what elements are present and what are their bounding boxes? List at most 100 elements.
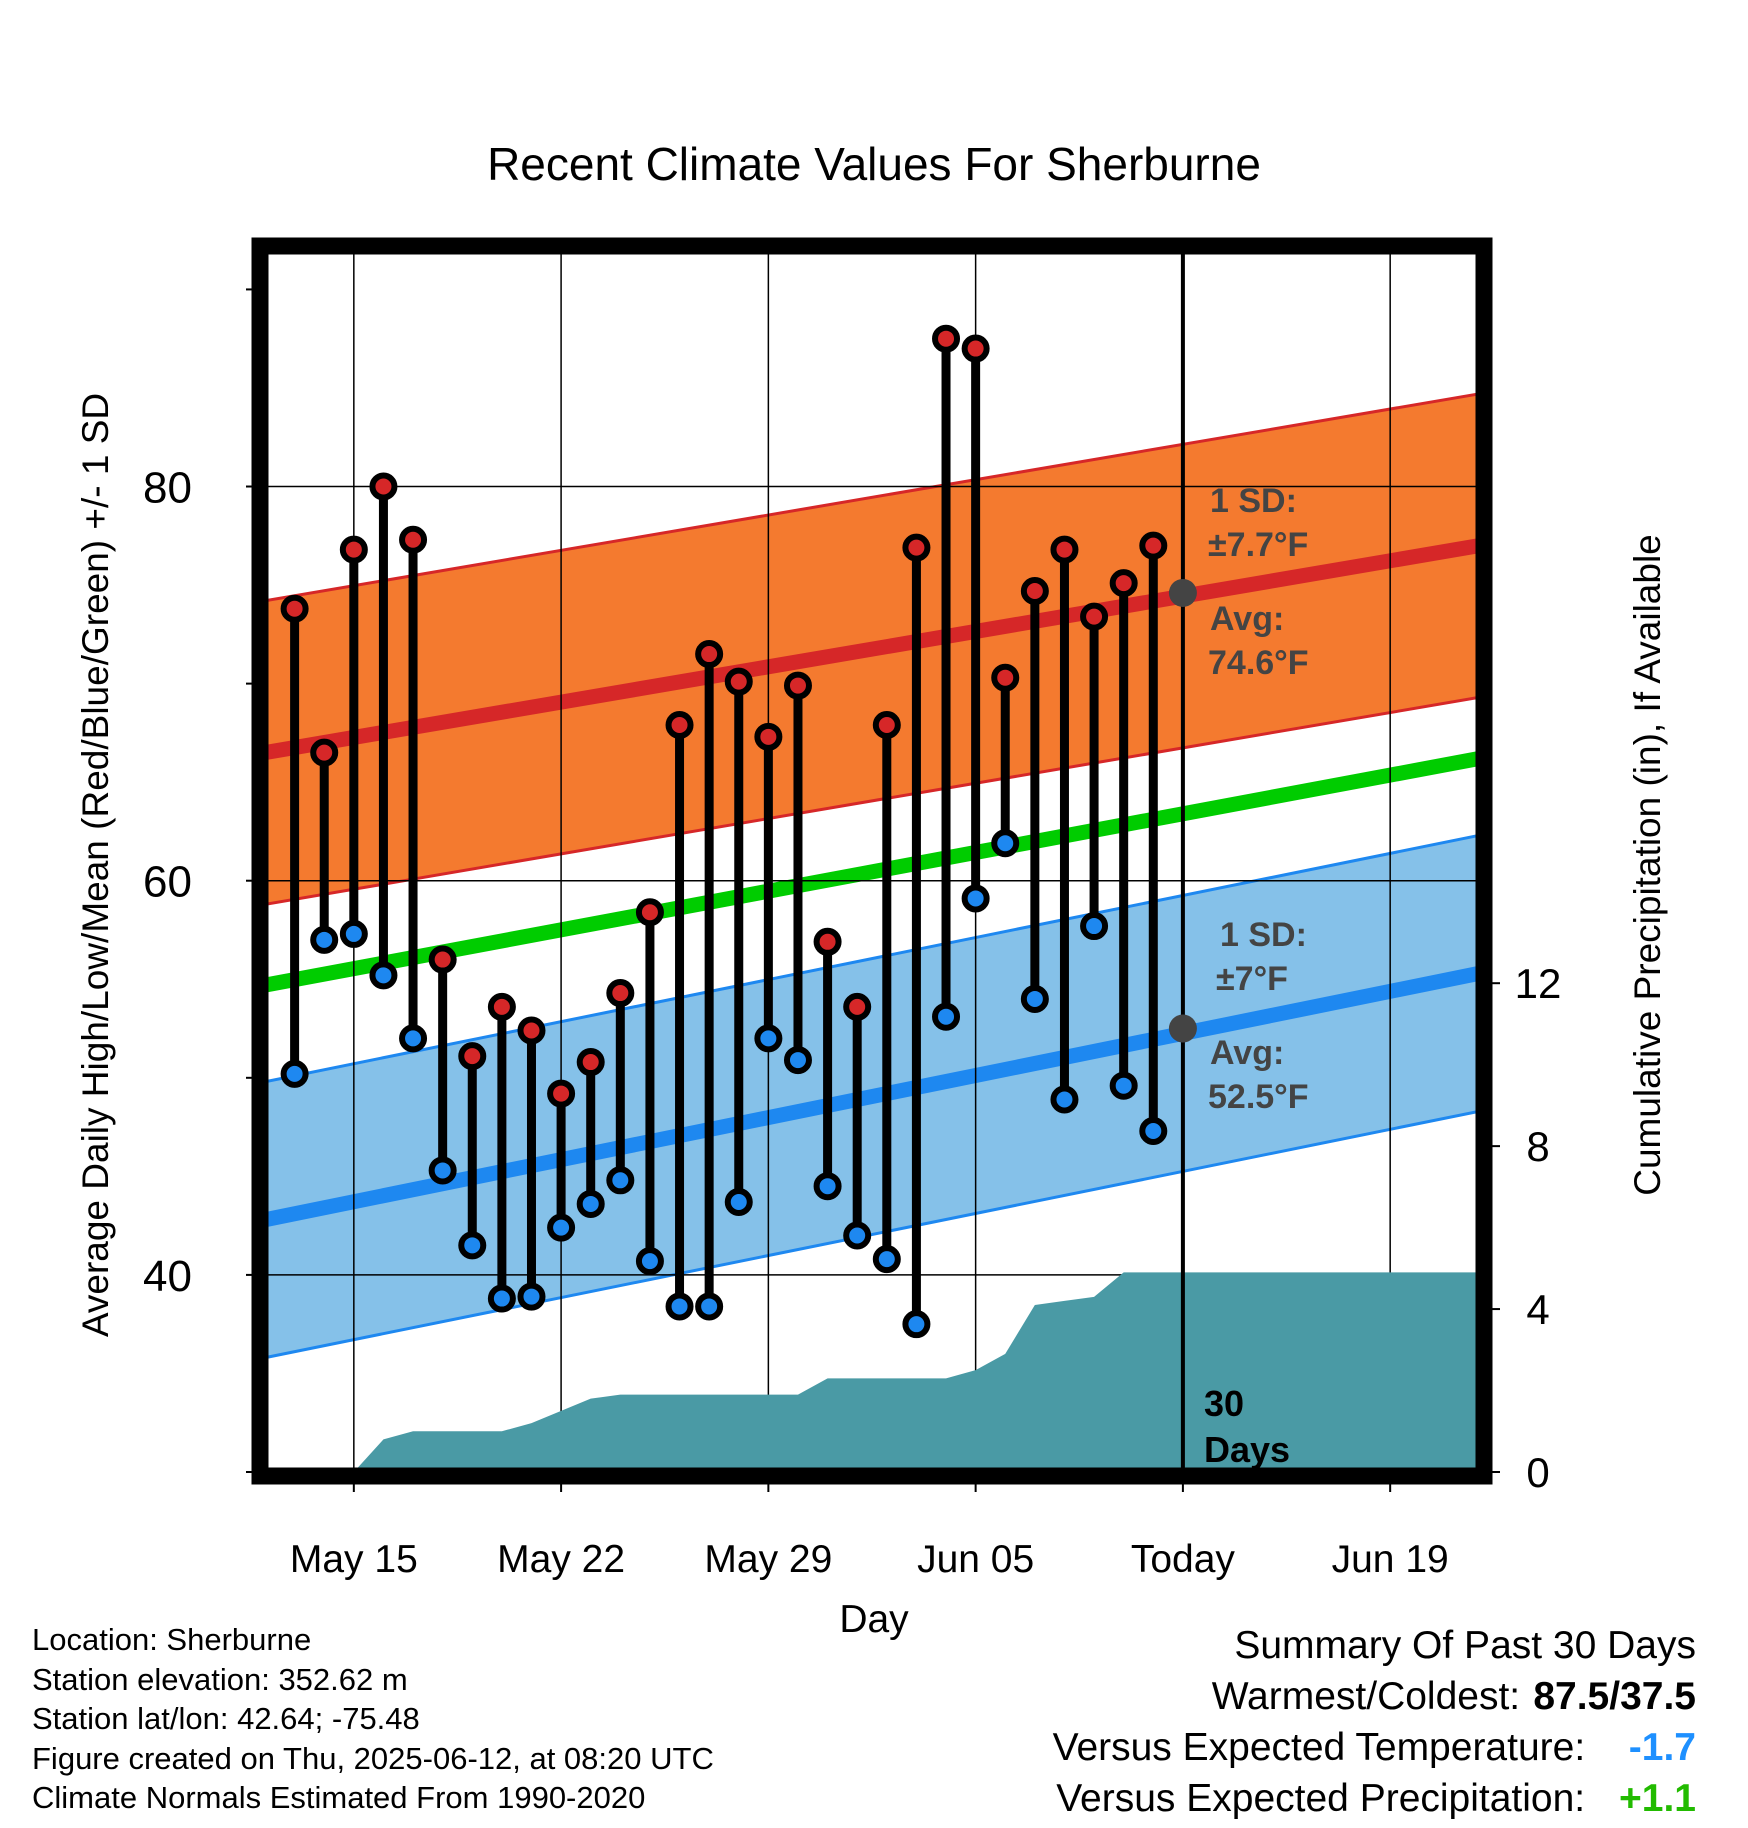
- high-avg-marker: [1168, 578, 1197, 607]
- low-avg-label: Avg:: [1210, 1034, 1284, 1072]
- low-marker: [754, 1024, 783, 1053]
- y-axis-right-label: Cumulative Precipitation (in), If Availa…: [1627, 534, 1668, 1196]
- elevation-text: Station elevation: 352.62 m: [32, 1661, 408, 1697]
- low-marker: [606, 1166, 635, 1195]
- low-marker: [458, 1231, 487, 1260]
- high-marker: [843, 992, 872, 1021]
- today-days-count: 30: [1204, 1383, 1244, 1424]
- y-right-tick-label: 12: [1515, 960, 1562, 1007]
- warmest-label: Warmest/Coldest:: [1211, 1675, 1521, 1718]
- warmest-value: 87.5/37.5: [1533, 1675, 1696, 1718]
- high-sd-value: ±7.7°F: [1208, 526, 1308, 564]
- x-tick-label: May 22: [497, 1538, 625, 1581]
- low-normal-line: [265, 965, 1479, 1228]
- low-marker: [517, 1282, 546, 1311]
- high-marker: [428, 945, 457, 974]
- high-marker: [280, 594, 309, 623]
- low-marker: [547, 1213, 576, 1242]
- low-marker: [487, 1284, 516, 1313]
- high-marker: [310, 738, 339, 767]
- summary-title: Summary Of Past 30 Days: [1234, 1624, 1696, 1667]
- today-days-label: Days: [1204, 1429, 1290, 1470]
- y-left-tick-label: 60: [143, 858, 192, 907]
- low-avg-marker: [1168, 1014, 1197, 1043]
- high-marker: [1020, 576, 1049, 605]
- high-marker: [991, 663, 1020, 692]
- high-sd-label: 1 SD:: [1210, 482, 1297, 520]
- low-marker: [843, 1221, 872, 1250]
- x-axis-label: Day: [839, 1598, 909, 1641]
- high-marker: [754, 722, 783, 751]
- high-marker: [902, 533, 931, 562]
- station-info: Location: Sherburne Station elevation: 3…: [32, 1620, 714, 1818]
- x-tick-label: Today: [1131, 1538, 1236, 1581]
- y-axis-left-label: Average Daily High/Low/Mean (Red/Blue/Gr…: [75, 393, 116, 1337]
- location-text: Location: Sherburne: [32, 1622, 312, 1657]
- high-marker: [339, 535, 368, 564]
- precip-value: +1.1: [1619, 1777, 1696, 1820]
- low-marker: [1139, 1117, 1168, 1146]
- high-marker: [813, 927, 842, 956]
- summary-precip-row: Versus Expected Precipitation: +1.1: [1053, 1773, 1696, 1824]
- x-tick-label: May 29: [704, 1538, 832, 1581]
- low-marker: [932, 1002, 961, 1031]
- summary-warmest-row: Warmest/Coldest: 87.5/37.5: [1053, 1671, 1696, 1722]
- high-marker: [547, 1079, 576, 1108]
- high-marker: [932, 324, 961, 353]
- low-marker: [991, 829, 1020, 858]
- high-marker: [783, 671, 812, 700]
- high-marker: [872, 711, 901, 740]
- high-marker: [517, 1016, 546, 1045]
- temp-value: -1.7: [1628, 1726, 1696, 1769]
- summary-panel: Summary Of Past 30 Days Warmest/Coldest:…: [1053, 1620, 1696, 1824]
- low-marker: [576, 1189, 605, 1218]
- low-sd-value: ±7°F: [1216, 960, 1288, 998]
- x-tick-label: Jun 05: [917, 1538, 1034, 1581]
- low-marker: [399, 1024, 428, 1053]
- high-avg-value: 74.6°F: [1208, 644, 1309, 682]
- plot-frame: [251, 237, 1493, 1485]
- y-right-tick-label: 8: [1526, 1123, 1549, 1170]
- plot-area: [265, 250, 1479, 1472]
- latlon-text: Station lat/lon: 42.64; -75.48: [32, 1701, 420, 1736]
- low-marker: [280, 1059, 309, 1088]
- high-marker: [458, 1042, 487, 1071]
- mean-normal-line: [265, 751, 1479, 993]
- y-right-tick-label: 4: [1526, 1286, 1549, 1333]
- high-avg-label: Avg:: [1210, 600, 1284, 638]
- y-left-tick-label: 40: [143, 1252, 192, 1301]
- high-marker: [1080, 602, 1109, 631]
- precip-label: Versus Expected Precipitation:: [1056, 1777, 1586, 1820]
- low-marker: [1050, 1085, 1079, 1114]
- high-marker: [1109, 569, 1138, 598]
- summary-temp-row: Versus Expected Temperature: -1.7: [1053, 1722, 1696, 1773]
- x-tick-label: May 15: [290, 1538, 418, 1581]
- high-marker: [1139, 531, 1168, 560]
- low-marker: [695, 1292, 724, 1321]
- created-text: Figure created on Thu, 2025-06-12, at 08…: [32, 1740, 714, 1776]
- low-marker: [635, 1247, 664, 1276]
- low-sd-label: 1 SD:: [1220, 916, 1307, 954]
- low-marker: [428, 1156, 457, 1185]
- high-marker: [665, 711, 694, 740]
- low-marker: [1109, 1071, 1138, 1100]
- low-marker: [872, 1245, 901, 1274]
- low-marker: [724, 1187, 753, 1216]
- low-marker: [902, 1310, 931, 1339]
- low-marker: [1020, 984, 1049, 1013]
- high-normal-line: [265, 538, 1479, 760]
- low-marker: [961, 884, 990, 913]
- precip-area: [353, 1272, 1479, 1472]
- normals-text: Climate Normals Estimated From 1990-2020: [32, 1780, 646, 1815]
- low-marker: [369, 961, 398, 990]
- y-right-tick-label: 0: [1526, 1449, 1549, 1496]
- low-avg-value: 52.5°F: [1208, 1078, 1309, 1116]
- temp-label: Versus Expected Temperature:: [1052, 1726, 1586, 1769]
- high-marker: [487, 992, 516, 1021]
- low-marker: [813, 1172, 842, 1201]
- high-marker: [399, 525, 428, 554]
- high-marker: [606, 979, 635, 1008]
- high-marker: [1050, 535, 1079, 564]
- high-marker: [695, 640, 724, 669]
